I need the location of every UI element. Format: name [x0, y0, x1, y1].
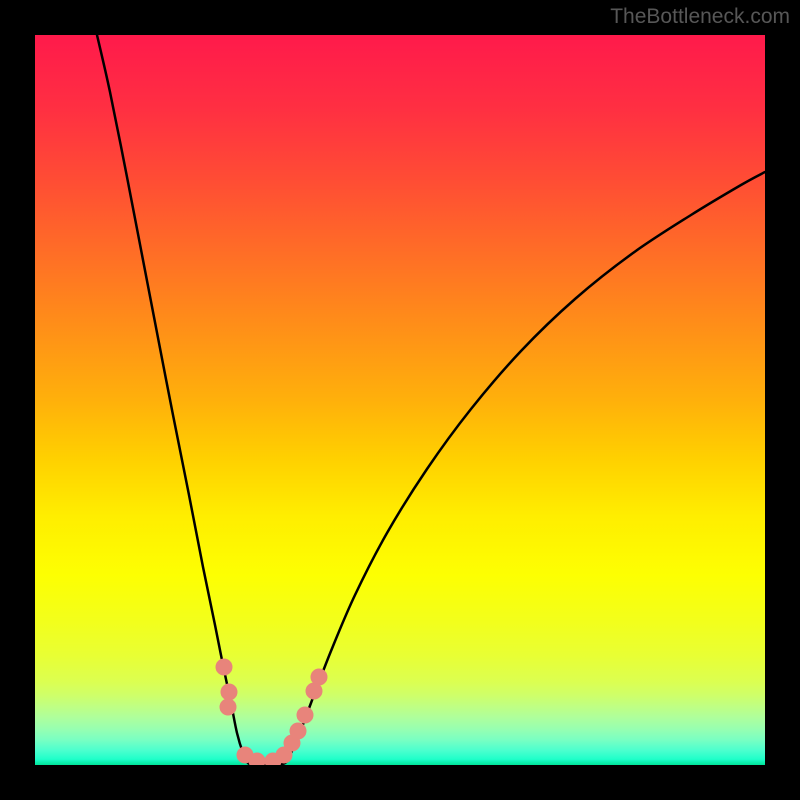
data-marker: [297, 707, 313, 723]
data-markers: [216, 659, 327, 765]
data-marker: [249, 753, 265, 765]
data-marker: [216, 659, 232, 675]
data-marker: [290, 723, 306, 739]
watermark-text: TheBottleneck.com: [610, 5, 790, 29]
bottleneck-curve: [97, 35, 765, 765]
data-marker: [311, 669, 327, 685]
data-marker: [220, 699, 236, 715]
plot-area: [35, 35, 765, 765]
chart-canvas: TheBottleneck.com: [0, 0, 800, 800]
data-marker: [221, 684, 237, 700]
curve-layer: [35, 35, 765, 765]
